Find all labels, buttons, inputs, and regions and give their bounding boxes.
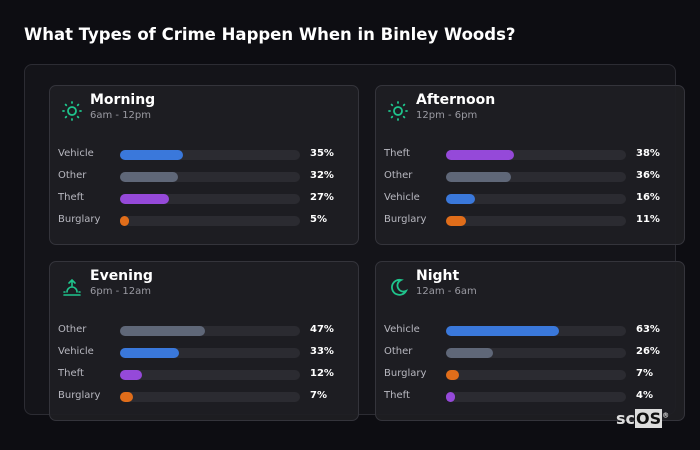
bar-value: 63%: [636, 324, 660, 335]
bar-row: Other 36%: [384, 170, 674, 184]
bar-track: [446, 370, 626, 380]
bar-track: [120, 172, 300, 182]
bar-track: [446, 150, 626, 160]
bar-value: 27%: [310, 192, 334, 203]
bar-burglary: [446, 216, 466, 226]
bar-row: Burglary 11%: [384, 214, 674, 228]
bar-vehicle: [446, 194, 475, 204]
bar-track: [446, 216, 626, 226]
bar-track: [120, 150, 300, 160]
card-title: Afternoon: [416, 92, 496, 108]
bar-vehicle: [120, 348, 180, 358]
bar-value: 36%: [636, 170, 660, 181]
bar-value: 16%: [636, 192, 660, 203]
bar-value: 26%: [636, 346, 660, 357]
bar-value: 5%: [310, 214, 327, 225]
bar-value: 38%: [636, 148, 660, 159]
bar-row: Vehicle 63%: [384, 324, 674, 338]
bar-label: Vehicle: [384, 192, 420, 203]
bar-label: Burglary: [58, 390, 101, 401]
bar-row: Other 47%: [58, 324, 348, 338]
bar-track: [446, 194, 626, 204]
moon-icon: [391, 278, 408, 296]
bar-label: Other: [384, 346, 413, 357]
bar-theft: [446, 150, 515, 160]
bar-row: Theft 27%: [58, 192, 348, 206]
bar-row: Vehicle 35%: [58, 148, 348, 162]
bar-other: [446, 348, 493, 358]
bar-value: 12%: [310, 368, 334, 379]
bar-label: Vehicle: [58, 148, 94, 159]
sun-icon: [62, 101, 82, 121]
sun-icon: [388, 101, 408, 121]
card-subtitle: 12pm - 6pm: [416, 110, 478, 121]
bar-burglary: [120, 216, 129, 226]
bar-row: Other 32%: [58, 170, 348, 184]
card-subtitle: 12am - 6am: [416, 286, 477, 297]
bar-track: [120, 392, 300, 402]
bar-value: 4%: [636, 390, 653, 401]
scos-logo: scOS®: [616, 409, 670, 428]
bar-label: Vehicle: [58, 346, 94, 357]
bar-track: [446, 392, 626, 402]
bar-label: Theft: [58, 368, 84, 379]
bar-label: Theft: [384, 390, 410, 401]
bar-label: Other: [384, 170, 413, 181]
card-evening: Evening 6pm - 12am Other 47% Vehicle 33%…: [49, 261, 359, 421]
page-title: What Types of Crime Happen When in Binle…: [24, 25, 516, 44]
bar-row: Theft 4%: [384, 390, 674, 404]
bar-label: Other: [58, 170, 87, 181]
bar-burglary: [120, 392, 133, 402]
bar-track: [120, 194, 300, 204]
bar-value: 7%: [636, 368, 653, 379]
bar-label: Burglary: [58, 214, 101, 225]
bar-row: Other 26%: [384, 346, 674, 360]
bar-value: 35%: [310, 148, 334, 159]
bar-other: [120, 172, 178, 182]
sunset-icon: [63, 278, 81, 296]
bar-label: Theft: [58, 192, 84, 203]
bar-row: Theft 12%: [58, 368, 348, 382]
card-title: Night: [416, 268, 460, 284]
bar-vehicle: [446, 326, 560, 336]
bar-row: Vehicle 33%: [58, 346, 348, 360]
bar-row: Burglary 7%: [58, 390, 348, 404]
bar-other: [446, 172, 511, 182]
bar-label: Other: [58, 324, 87, 335]
card-afternoon: Afternoon 12pm - 6pm Theft 38% Other 36%…: [375, 85, 685, 245]
card-subtitle: 6am - 12pm: [90, 110, 152, 121]
bar-track: [446, 348, 626, 358]
bar-track: [446, 326, 626, 336]
bar-track: [446, 172, 626, 182]
card-title: Morning: [90, 92, 156, 108]
bar-theft: [446, 392, 455, 402]
bar-row: Vehicle 16%: [384, 192, 674, 206]
bar-theft: [120, 194, 169, 204]
card-night: Night 12am - 6am Vehicle 63% Other 26% B…: [375, 261, 685, 421]
bar-track: [120, 216, 300, 226]
card-morning: Morning 6am - 12pm Vehicle 35% Other 32%…: [49, 85, 359, 245]
bar-value: 11%: [636, 214, 660, 225]
bar-track: [120, 326, 300, 336]
bar-label: Theft: [384, 148, 410, 159]
bar-track: [120, 348, 300, 358]
bar-value: 33%: [310, 346, 334, 357]
bar-value: 32%: [310, 170, 334, 181]
bar-theft: [120, 370, 142, 380]
bar-value: 47%: [310, 324, 334, 335]
bar-track: [120, 370, 300, 380]
card-subtitle: 6pm - 12am: [90, 286, 152, 297]
bar-row: Burglary 7%: [384, 368, 674, 382]
bar-row: Burglary 5%: [58, 214, 348, 228]
bar-label: Vehicle: [384, 324, 420, 335]
bar-burglary: [446, 370, 459, 380]
card-title: Evening: [90, 268, 153, 284]
bar-label: Burglary: [384, 214, 427, 225]
bar-value: 7%: [310, 390, 327, 401]
bar-row: Theft 38%: [384, 148, 674, 162]
bar-other: [120, 326, 205, 336]
bar-vehicle: [120, 150, 183, 160]
bar-label: Burglary: [384, 368, 427, 379]
